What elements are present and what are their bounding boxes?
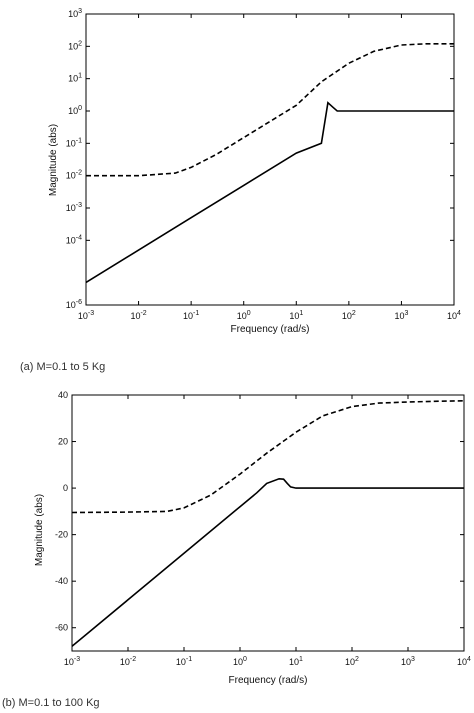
chart-b-series-dashed [71, 400, 465, 514]
chart-b-xtick-label: 102 [345, 656, 359, 667]
chart-a-ytick-label: 10-3 [66, 202, 82, 213]
chart-b-xtick-label: 101 [289, 656, 303, 667]
chart-b-xtick-label: 10-2 [120, 656, 136, 667]
chart-b-ytick-label: 20 [58, 437, 68, 447]
chart-b-xtick-label: 100 [233, 656, 247, 667]
chart-a-ytick-label: 10-4 [66, 234, 82, 245]
chart-b-frame [71, 394, 465, 652]
chart-a-xtick-label: 104 [447, 310, 461, 321]
chart-b-ytick-label: -40 [55, 576, 68, 586]
chart-a-plot: 10-3 10-2 10-1 100 101 102 103 104 10-6 10-4 10-3 1… [66, 8, 461, 321]
chart-a-ytick-label: 10-1 [66, 137, 82, 148]
chart-b-xtick-label: 10-3 [64, 656, 80, 667]
chart-b-ylabel: Magnitude (abs) [34, 494, 45, 566]
chart-b-plot: 10-3 10-2 10-1 100 101 102 103 104 -60 -40 -20 0 20 4… [55, 390, 471, 667]
chart-a-ytick-label: 10-2 [66, 170, 82, 181]
chart-b-xtick-label: 104 [457, 656, 471, 667]
chart-a-ytick-label: 103 [68, 8, 82, 19]
chart-a-ylabel: Magnitude (abs) [48, 124, 59, 196]
chart-a-xtick-label: 10-3 [78, 310, 94, 321]
chart-a-xtick-label: 100 [237, 310, 251, 321]
chart-a-ytick-label: 102 [68, 40, 82, 51]
chart-b-xtick-label: 10-1 [176, 656, 192, 667]
caption-a: (a) M=0.1 to 5 Kg [20, 361, 106, 373]
chart-a-ytick-label: 101 [68, 73, 82, 84]
chart-a-xtick-label: 101 [289, 310, 303, 321]
chart-a-xtick-label: 10-2 [130, 310, 146, 321]
chart-a-frame [85, 13, 455, 306]
chart-a-xtick-label: 102 [342, 310, 356, 321]
chart-b-ytick-label: 0 [63, 483, 68, 493]
chart-a-ytick-label: 100 [68, 105, 82, 116]
chart-a-xtick-label: 103 [394, 310, 408, 321]
chart-a: 10-3 10-2 10-1 100 101 102 103 104 10-6 10-4 10-3 1… [48, 8, 461, 335]
chart-b-series-solid [71, 477, 464, 647]
chart-b-xlabel: Frequency (rad/s) [229, 675, 308, 686]
chart-a-series-dashed [86, 42, 454, 177]
chart-b-ytick-label: 40 [58, 390, 68, 400]
chart-b-xtick-label: 103 [401, 656, 415, 667]
chart-a-xlabel: Frequency (rad/s) [231, 324, 310, 335]
chart-a-ytick-label: 10-6 [66, 299, 82, 310]
chart-b-ytick-label: -60 [55, 623, 68, 633]
chart-a-series-solid [85, 101, 454, 284]
chart-a-xtick-label: 10-1 [183, 310, 199, 321]
caption-b: (b) M=0.1 to 100 Kg [2, 697, 100, 709]
chart-b-ytick-label: -20 [55, 530, 68, 540]
